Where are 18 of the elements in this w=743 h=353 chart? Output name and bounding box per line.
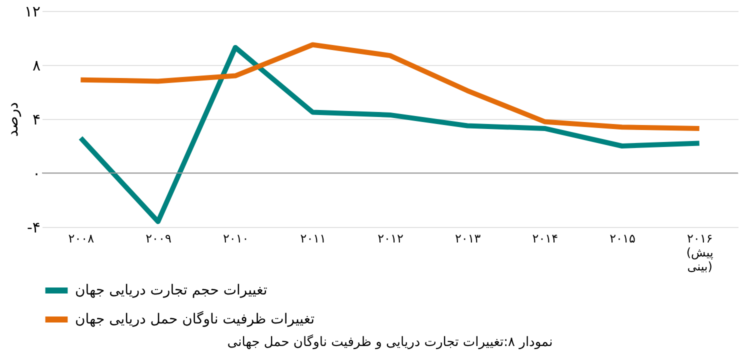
x-tick-label: ۲۰۱۲ (378, 232, 404, 246)
x-tick-label: ۲۰۱۶ (پیش بینی) (686, 232, 714, 274)
y-tick-label: ۴ (32, 110, 40, 128)
legend-label: تغییرات ظرفیت ناوگان حمل دریایی جهان (75, 310, 315, 328)
y-tick-label: -۴ (27, 218, 40, 236)
x-tick-label: ۲۰۱۰ (222, 232, 249, 246)
y-axis-title: درصد (3, 102, 22, 137)
y-tick-label: ۰ (32, 164, 40, 182)
x-tick-label: ۲۰۰۹ (146, 232, 172, 246)
x-tick-label: ۲۰۱۳ (454, 232, 482, 246)
x-tick-label: ۲۰۰۸ (68, 232, 95, 246)
x-tick-label: ۲۰۱۱ (300, 232, 326, 246)
x-tick-label: ۲۰۱۵ (610, 232, 636, 246)
x-tick-label: ۲۰۱۴ (532, 232, 558, 246)
legend-label: تغییرات حجم تجارت دریایی جهان (75, 282, 268, 298)
y-tick-label: ۱۲ (24, 2, 40, 20)
text: نمودار ۸:تغییرات تجارت دریایی و ظرفیت ناوگان حمل جهانی (227, 334, 553, 350)
y-tick-label: ۸ (32, 56, 40, 74)
